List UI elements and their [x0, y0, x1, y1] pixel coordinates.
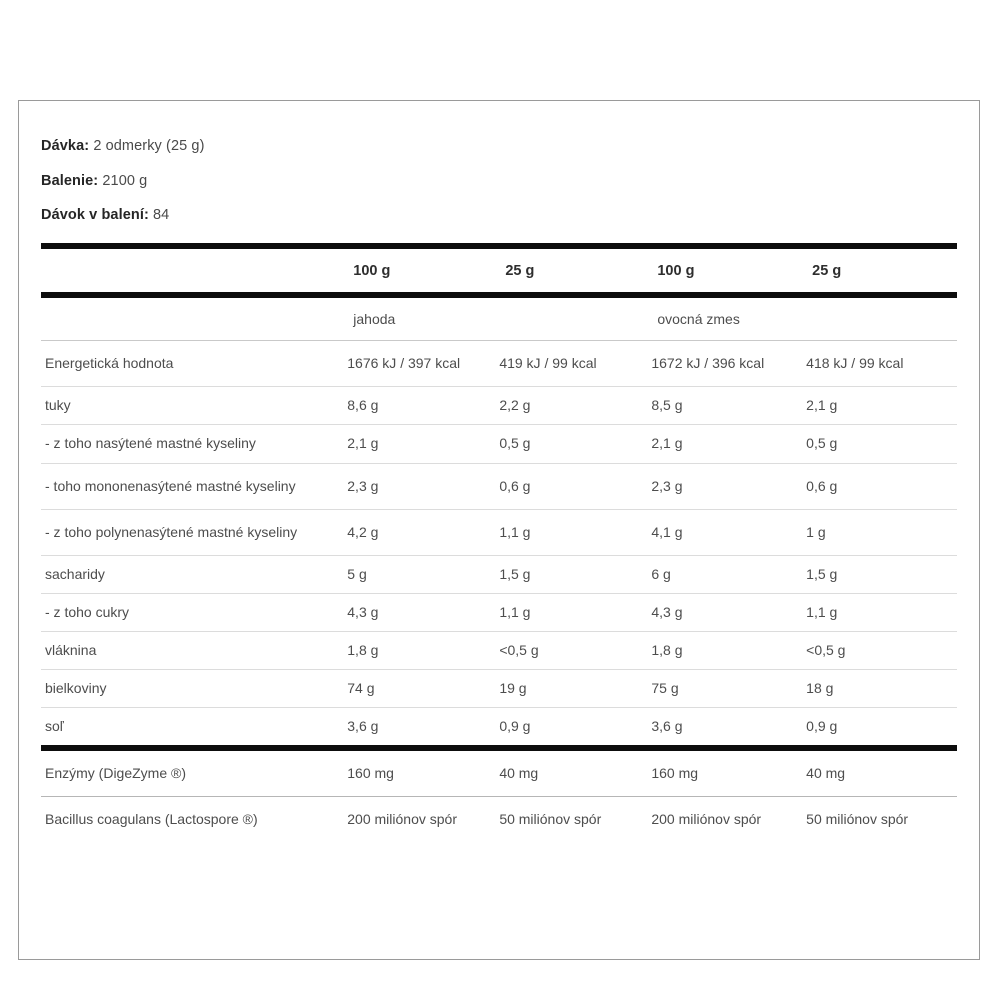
- serving-summary: Dávka: 2 odmerky (25 g) Balenie: 2100 g …: [19, 101, 979, 223]
- nutrient-name: - z toho nasýtené mastné kyseliny: [41, 424, 344, 464]
- nutrient-value: 2,1 g: [647, 424, 803, 464]
- nutrient-value: 3,6 g: [647, 707, 803, 752]
- table-row: - z toho polynenasýtené mastné kyseliny …: [41, 509, 957, 556]
- nutrient-value: 0,5 g: [802, 424, 957, 464]
- table-row: - z toho cukry 4,3 g 1,1 g 4,3 g 1,1 g: [41, 593, 957, 632]
- table-row: soľ 3,6 g 0,9 g 3,6 g 0,9 g: [41, 707, 957, 752]
- column-header-unit-4: 25 g: [802, 242, 957, 299]
- nutrient-value: 0,9 g: [495, 707, 648, 752]
- column-header-flavour-2: ovocná zmes: [647, 295, 957, 342]
- nutrient-value: 8,6 g: [343, 386, 496, 426]
- nutrient-value: 1,5 g: [802, 555, 957, 594]
- nutrient-value: 4,2 g: [343, 509, 496, 556]
- nutrient-name: Bacillus coagulans (Lactospore ®): [45, 811, 258, 828]
- nutrient-value: 4,3 g: [647, 593, 803, 632]
- nutrient-value: 1 g: [802, 509, 957, 556]
- nutrient-name: Enzýmy (DigeZyme ®): [41, 748, 344, 798]
- nutrient-value: 1,8 g: [343, 631, 496, 670]
- nutrient-name: - z toho cukry: [41, 593, 344, 632]
- servings-value: 84: [153, 207, 170, 223]
- nutrition-table: 100 g 25 g 100 g 25 g jahoda ovocná zmes…: [41, 242, 957, 843]
- nutrient-value: 18 g: [802, 669, 957, 708]
- nutrient-name: tuky: [41, 386, 344, 426]
- nutrient-value: 50 miliónov spór: [806, 811, 909, 828]
- nutrient-value: 418 kJ / 99 kcal: [802, 340, 957, 388]
- dose-value: 2 odmerky (25 g): [93, 138, 205, 154]
- nutrient-value: <0,5 g: [802, 631, 957, 670]
- nutrient-value: 1,1 g: [495, 509, 648, 556]
- table-row: sacharidy 5 g 1,5 g 6 g 1,5 g: [41, 555, 957, 594]
- nutrient-value: 0,6 g: [802, 463, 957, 510]
- nutrient-value: 2,3 g: [343, 463, 496, 510]
- table-row: tuky 8,6 g 2,2 g 8,5 g 2,1 g: [41, 386, 957, 426]
- nutrient-name: soľ: [41, 707, 344, 752]
- table-row: Enzýmy (DigeZyme ®) 160 mg 40 mg 160 mg …: [41, 748, 957, 798]
- nutrient-name: vláknina: [41, 631, 344, 670]
- nutrition-panel: Dávka: 2 odmerky (25 g) Balenie: 2100 g …: [18, 100, 980, 960]
- column-header-unit-1: 100 g: [343, 242, 496, 299]
- nutrient-name: - toho mononenasýtené mastné kyseliny: [41, 463, 344, 510]
- table-header-units-row: 100 g 25 g 100 g 25 g: [41, 242, 957, 299]
- nutrient-value: 2,1 g: [802, 386, 957, 426]
- nutrient-value: 5 g: [343, 555, 496, 594]
- summary-line-dose: Dávka: 2 odmerky (25 g): [41, 139, 979, 154]
- nutrient-value: 2,3 g: [647, 463, 803, 510]
- nutrient-value: 1676 kJ / 397 kcal: [343, 340, 496, 388]
- nutrient-value: 0,5 g: [495, 424, 648, 464]
- nutrient-value: 8,5 g: [647, 386, 803, 426]
- nutrient-value: 1672 kJ / 396 kcal: [647, 340, 803, 388]
- nutrient-name: - z toho polynenasýtené mastné kyseliny: [41, 509, 344, 556]
- nutrient-value: 0,6 g: [495, 463, 648, 510]
- nutrient-value: 40 mg: [802, 748, 957, 798]
- header-flavour-spacer: [41, 295, 344, 342]
- table-row: Energetická hodnota 1676 kJ / 397 kcal 4…: [41, 340, 957, 388]
- nutrient-value: 4,3 g: [343, 593, 496, 632]
- nutrient-value: 1,5 g: [495, 555, 648, 594]
- nutrient-name: bielkoviny: [41, 669, 344, 708]
- nutrient-value: 1,8 g: [647, 631, 803, 670]
- nutrient-value: 0,9 g: [802, 707, 957, 752]
- nutrient-value: 1,1 g: [495, 593, 648, 632]
- package-value: 2100 g: [102, 172, 148, 189]
- column-header-flavour-1: jahoda: [343, 295, 648, 342]
- nutrient-value: 160 mg: [343, 748, 496, 798]
- package-label: Balenie:: [41, 172, 99, 189]
- summary-line-servings: Dávok v balení: 84: [41, 208, 979, 223]
- nutrient-name: sacharidy: [41, 555, 344, 594]
- nutrient-value: 2,2 g: [495, 386, 648, 426]
- nutrient-value: 160 mg: [647, 748, 803, 798]
- nutrient-value: 200 miliónov spór: [651, 811, 762, 828]
- table-row: vláknina 1,8 g <0,5 g 1,8 g <0,5 g: [41, 631, 957, 670]
- table-row: - z toho nasýtené mastné kyseliny 2,1 g …: [41, 424, 957, 464]
- nutrient-value: 75 g: [647, 669, 803, 708]
- table-header-flavour-row: jahoda ovocná zmes: [41, 295, 957, 342]
- summary-line-package: Balenie: 2100 g: [41, 172, 979, 189]
- nutrient-value: <0,5 g: [495, 631, 648, 670]
- table-row: bielkoviny 74 g 19 g 75 g 18 g: [41, 669, 957, 708]
- table-row: - toho mononenasýtené mastné kyseliny 2,…: [41, 463, 957, 510]
- servings-label: Dávok v balení:: [41, 207, 149, 223]
- nutrient-value: 74 g: [343, 669, 496, 708]
- column-header-unit-2: 25 g: [495, 242, 648, 299]
- nutrient-value: 2,1 g: [343, 424, 496, 464]
- header-units-spacer: [41, 242, 344, 299]
- nutrient-value: 419 kJ / 99 kcal: [495, 340, 648, 388]
- nutrient-value: 6 g: [647, 555, 803, 594]
- nutrient-name: Energetická hodnota: [41, 340, 344, 388]
- nutrient-value: 200 miliónov spór: [347, 811, 457, 828]
- nutrition-table-wrap: 100 g 25 g 100 g 25 g jahoda ovocná zmes…: [19, 242, 979, 843]
- nutrient-value: 4,1 g: [647, 509, 803, 556]
- table-row: Bacillus coagulans (Lactospore ®) 200 mi…: [41, 797, 957, 843]
- nutrient-value: 3,6 g: [343, 707, 496, 752]
- nutrient-value: 40 mg: [495, 748, 648, 798]
- column-header-unit-3: 100 g: [647, 242, 803, 299]
- nutrient-value: 19 g: [495, 669, 648, 708]
- dose-label: Dávka:: [41, 138, 90, 154]
- nutrient-value: 50 miliónov spór: [499, 811, 602, 828]
- nutrient-value: 1,1 g: [802, 593, 957, 632]
